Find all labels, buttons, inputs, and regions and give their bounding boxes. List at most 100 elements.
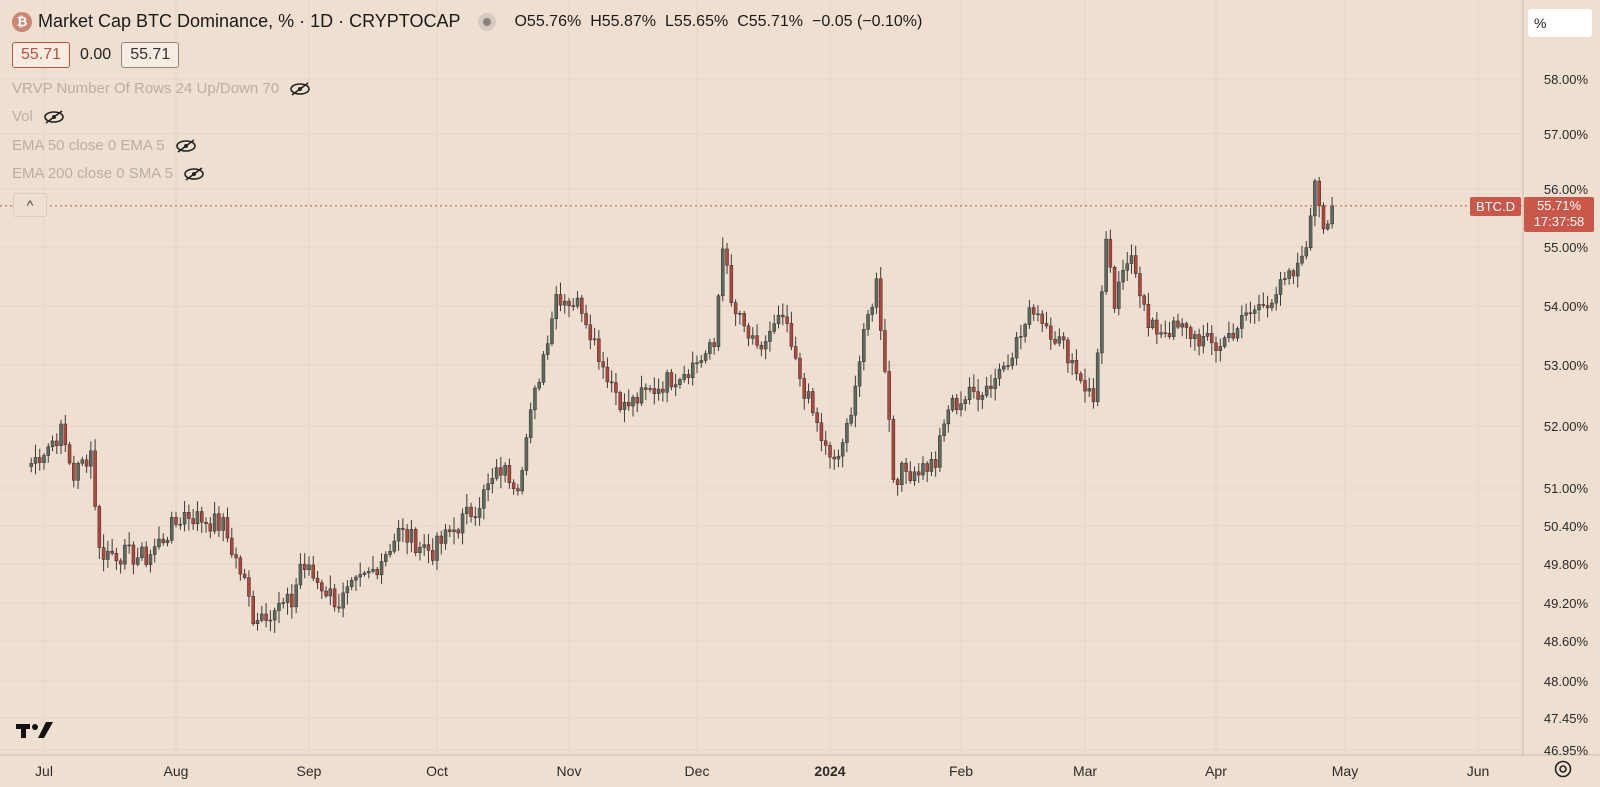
candle-body — [264, 613, 268, 621]
candle-body — [806, 391, 811, 399]
candle-body — [874, 278, 879, 308]
candle-body — [477, 508, 482, 518]
candle-body — [465, 506, 469, 515]
candle-body — [384, 554, 388, 562]
price-axis-label: 49.20% — [1544, 596, 1589, 611]
candle-body — [1313, 180, 1317, 217]
candle-body — [140, 546, 144, 559]
candle-body — [511, 482, 516, 490]
candle-body — [1053, 339, 1057, 344]
indicator-vrvp[interactable]: VRVP Number Of Rows 24 Up/Down 70 — [12, 80, 311, 97]
candle-body — [1083, 380, 1087, 392]
candle-body — [878, 278, 883, 331]
candle-body — [212, 513, 217, 532]
candle-body — [46, 446, 51, 456]
candle-body — [1184, 323, 1189, 328]
candle-body — [622, 401, 627, 410]
candle-body — [571, 305, 576, 307]
settings-gear-icon[interactable] — [1553, 759, 1573, 779]
candle-body — [746, 325, 751, 339]
candle-body — [967, 386, 972, 400]
symbol-title[interactable]: Market Cap BTC Dominance, % · 1D · CRYPT… — [38, 11, 461, 31]
candle-body — [401, 527, 405, 530]
candle-body — [89, 450, 93, 467]
candle-body — [76, 463, 80, 481]
collapse-legend-button[interactable]: ^ — [13, 193, 47, 217]
market-status-icon[interactable] — [478, 12, 497, 31]
candle-body — [1074, 360, 1079, 375]
price-unit-field[interactable]: % — [1528, 9, 1592, 37]
time-axis-label: Dec — [685, 763, 710, 779]
candle-body — [93, 450, 97, 507]
candle-body — [887, 371, 891, 420]
candle-body — [1066, 339, 1070, 364]
candle-body — [989, 385, 993, 389]
hidden-eye-icon[interactable] — [175, 138, 197, 153]
indicator-label: EMA 50 close 0 EMA 5 — [12, 137, 165, 154]
time-axis-label: Jun — [1467, 763, 1490, 779]
candle-body — [135, 557, 140, 565]
candle-body — [507, 465, 512, 484]
candle-body — [862, 329, 866, 362]
candle-body — [938, 435, 942, 468]
bitcoin-icon: ₿ — [12, 11, 32, 32]
candle-body — [993, 378, 997, 389]
price-axis-label: 50.40% — [1544, 519, 1589, 534]
candle-body — [307, 564, 311, 570]
candle-body — [152, 546, 157, 555]
candle-body — [524, 437, 529, 471]
candle-body — [191, 518, 195, 525]
candle-body — [1125, 263, 1130, 271]
candle-body — [110, 550, 114, 554]
tradingview-logo[interactable] — [16, 717, 54, 747]
hidden-eye-icon[interactable] — [183, 166, 205, 181]
candle-body — [1291, 270, 1296, 277]
candle-body — [178, 523, 183, 526]
candle-body — [345, 586, 350, 594]
candle-body — [716, 295, 721, 347]
candle-body — [1257, 304, 1261, 311]
candle-body — [247, 577, 251, 597]
indicator-ema200[interactable]: EMA 200 close 0 SMA 5 — [12, 165, 205, 182]
candle-body — [1308, 215, 1313, 248]
candle-body — [550, 318, 554, 344]
buy-price-button[interactable]: 55.71 — [121, 42, 180, 68]
candle-body — [836, 455, 841, 460]
candle-body — [1214, 342, 1218, 351]
candle-body — [388, 551, 392, 555]
candle-body — [174, 517, 178, 525]
candle-body — [1300, 255, 1304, 264]
candle-body — [349, 579, 354, 587]
candle-body — [708, 342, 712, 354]
candle-body — [225, 517, 230, 539]
candle-body — [1146, 304, 1151, 329]
time-axis-label: Oct — [426, 763, 448, 779]
candle-body — [418, 547, 422, 554]
candle-body — [567, 300, 571, 306]
time-axis-label: Aug — [164, 763, 189, 779]
indicator-ema50[interactable]: EMA 50 close 0 EMA 5 — [12, 137, 197, 154]
ohlc-change: −0.05 (−0.10%) — [812, 12, 923, 30]
candle-body — [221, 517, 225, 531]
candle-body — [900, 462, 904, 485]
sell-price-button[interactable]: 55.71 — [12, 42, 71, 68]
candle-body — [904, 462, 908, 472]
candle-body — [328, 588, 333, 597]
candle-body — [37, 457, 42, 463]
candle-body — [281, 602, 286, 604]
candle-body — [1108, 238, 1113, 268]
ohlc-open: O55.76% — [514, 12, 582, 30]
hidden-eye-icon[interactable] — [43, 109, 65, 124]
candle-body — [597, 338, 601, 362]
candle-body — [942, 423, 946, 437]
candle-body — [720, 248, 725, 297]
hidden-eye-icon[interactable] — [289, 81, 311, 96]
ohlc-close: C55.71% — [737, 12, 804, 30]
candle-body — [67, 444, 72, 464]
candle-body — [823, 440, 828, 446]
candle-body — [1061, 336, 1066, 341]
candle-body — [584, 313, 588, 325]
candle-body — [1304, 247, 1309, 257]
indicator-vol[interactable]: Vol — [12, 108, 65, 125]
